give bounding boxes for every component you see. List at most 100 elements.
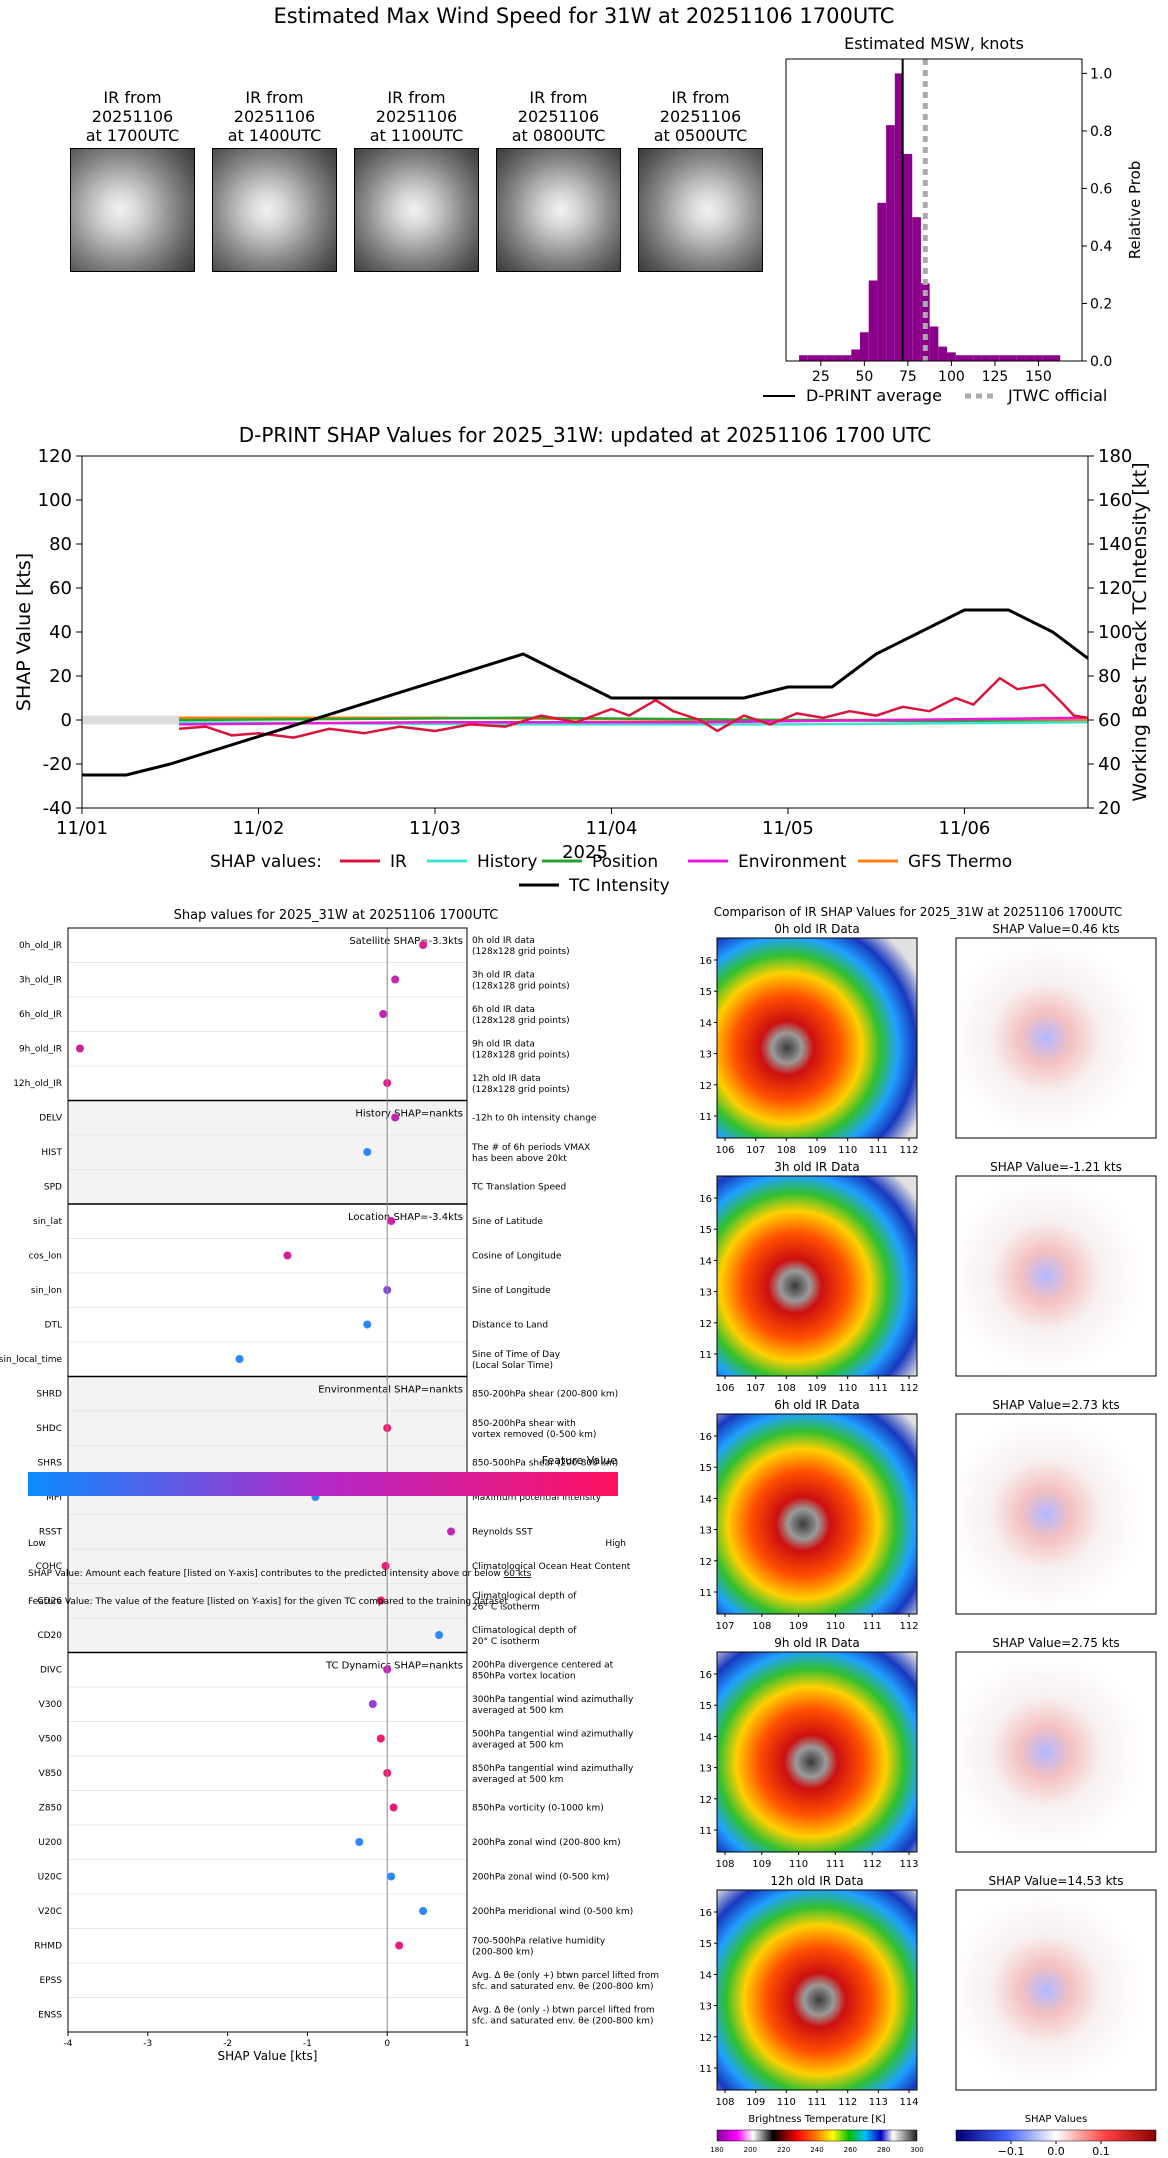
feature-desc: 850-500hPa shear (200-800 km) [472, 1459, 618, 1469]
histogram-bar [938, 346, 948, 361]
legend-label-tc: TC Intensity [568, 876, 670, 896]
feature-desc: 9h old IR data [472, 1040, 535, 1050]
ir-thumbnail-caption: 20251106 [375, 107, 458, 126]
x-tick-label: 108 [752, 1621, 771, 1632]
feature-dot [447, 1527, 456, 1536]
feature-name: V20C [38, 1907, 62, 1917]
y-tick-label: 12 [699, 2033, 712, 2044]
histogram-bar [1016, 355, 1026, 361]
feature-desc: 850-200hPa shear (200-800 km) [472, 1390, 618, 1400]
histogram-bar [964, 355, 974, 361]
histogram-bar [999, 355, 1008, 361]
feature-desc: 200hPa zonal wind (200-800 km) [472, 1838, 621, 1848]
page-title: Estimated Max Wind Speed for 31W at 2025… [273, 4, 895, 28]
x-tick-label: 112 [899, 1621, 918, 1632]
y-tick-label: 16 [699, 956, 712, 967]
histogram-bar [1008, 355, 1017, 361]
feature-name: DTL [45, 1321, 62, 1331]
timeseries-title: D-PRINT SHAP Values for 2025_31W: update… [239, 423, 931, 447]
shap-zero-band [82, 715, 180, 725]
feature-dot [363, 1148, 372, 1156]
ir-panel-image [716, 937, 918, 1139]
colorbar-high: High [605, 1539, 626, 1549]
ir-shap-comparison: Comparison of IR SHAP Values for 2025_31… [699, 905, 1157, 2158]
histogram-bar [860, 332, 869, 361]
y-right-tick-label: 80 [1098, 666, 1121, 687]
x-tick-label: 11/03 [409, 818, 461, 839]
ir-panel-image [716, 1651, 918, 1853]
histogram-bar [1025, 355, 1035, 361]
shap-timeseries-chart: D-PRINT SHAP Values for 2025_31W: update… [13, 423, 1151, 896]
y-tick-label: 11 [699, 1112, 712, 1123]
y-tick-label: 15 [699, 1701, 712, 1712]
x-tick-label: 109 [807, 1383, 826, 1394]
feature-dot [376, 1596, 385, 1605]
y-tick-label: 15 [699, 1463, 712, 1474]
y-tick-label: 12 [699, 1557, 712, 1568]
feature-dot [379, 1010, 388, 1018]
y-tick-label: 16 [699, 1432, 712, 1443]
ir-panel-title: 9h old IR Data [774, 1636, 860, 1650]
y-tick-label: 14 [699, 1970, 712, 1981]
colorbar-low: Low [28, 1539, 46, 1549]
x-tick-label: 109 [752, 1859, 771, 1870]
y-tick-label: 0.8 [1090, 124, 1112, 140]
y-tick-label: 13 [699, 1050, 712, 1061]
group-shade [68, 1100, 467, 1204]
y-axis-label: Relative Prob [1126, 161, 1144, 260]
x-tick-label: 11/06 [939, 818, 991, 839]
y-tick-label: 13 [699, 1526, 712, 1537]
feature-desc: (128x128 grid points) [472, 982, 570, 992]
shap-panel-title: SHAP Value=14.53 kts [989, 1874, 1124, 1888]
histogram-bar [851, 349, 860, 361]
feature-desc: Avg. Δ θe (only -) btwn parcel lifted fr… [472, 2006, 655, 2016]
group-title: Satellite SHAP=-3.3kts [349, 936, 463, 947]
histogram-bar [1042, 355, 1052, 361]
feature-dot [387, 1217, 396, 1225]
bt-tick-label: 200 [744, 2146, 757, 2154]
feature-name: sin_lon [31, 1286, 62, 1296]
ir-thumbnail-image [638, 148, 763, 272]
group-title: TC Dynamics SHAP=nankts [325, 1661, 463, 1672]
y-tick-label: 16 [699, 1194, 712, 1205]
x-tick-label: 107 [746, 1145, 765, 1156]
feature-desc: 12h old IR data [472, 1074, 541, 1084]
feature-desc: sfc. and saturated env. θe (200-800 km) [472, 1982, 654, 1992]
bt-tick-label: 220 [777, 2146, 790, 2154]
histogram-bar [973, 355, 982, 361]
y-tick-label: 13 [699, 1764, 712, 1775]
x-tick-label: 112 [863, 1859, 882, 1870]
histogram-bar [816, 355, 826, 361]
histogram-bar [929, 326, 939, 361]
histogram-bar [903, 153, 913, 361]
feature-dot [389, 1803, 398, 1812]
x-tick-label: -2 [223, 2039, 232, 2049]
shap-panel-title: SHAP Value=2.73 kts [992, 1398, 1119, 1412]
histogram-frame [785, 58, 1083, 362]
feature-desc: Maximum potential intensity [472, 1493, 602, 1503]
feature-dot [368, 1700, 377, 1708]
histogram-bar [1051, 355, 1061, 361]
feature-desc: 200hPa divergence centered at [472, 1661, 614, 1671]
ir-series [178, 676, 1089, 739]
x-tick-label: 108 [777, 1383, 796, 1394]
ir-thumbnail-caption: IR from [529, 88, 588, 107]
x-tick-label: 111 [826, 1859, 845, 1870]
histogram-bar [955, 355, 965, 361]
y-left-tick-label: 100 [38, 490, 72, 511]
histogram-bar [1034, 355, 1043, 361]
ir-thumbnail-image [496, 148, 621, 272]
y-right-tick-label: 140 [1098, 534, 1132, 555]
feature-desc: (128x128 grid points) [472, 1085, 570, 1095]
x-tick-label: 111 [869, 1383, 888, 1394]
histogram-bar [842, 355, 852, 361]
histogram-bar [947, 352, 956, 361]
feature-dot [395, 1941, 404, 1950]
x-tick-label: -3 [143, 2039, 152, 2049]
shap-panel-image [955, 1413, 1157, 1615]
ir-thumbnail-caption: IR from [671, 88, 730, 107]
ir-panel-image [716, 1175, 918, 1377]
environment-series [179, 716, 1089, 726]
feature-dot [75, 1044, 84, 1053]
shap-cb-tick-label: 0.0 [1047, 2145, 1065, 2158]
